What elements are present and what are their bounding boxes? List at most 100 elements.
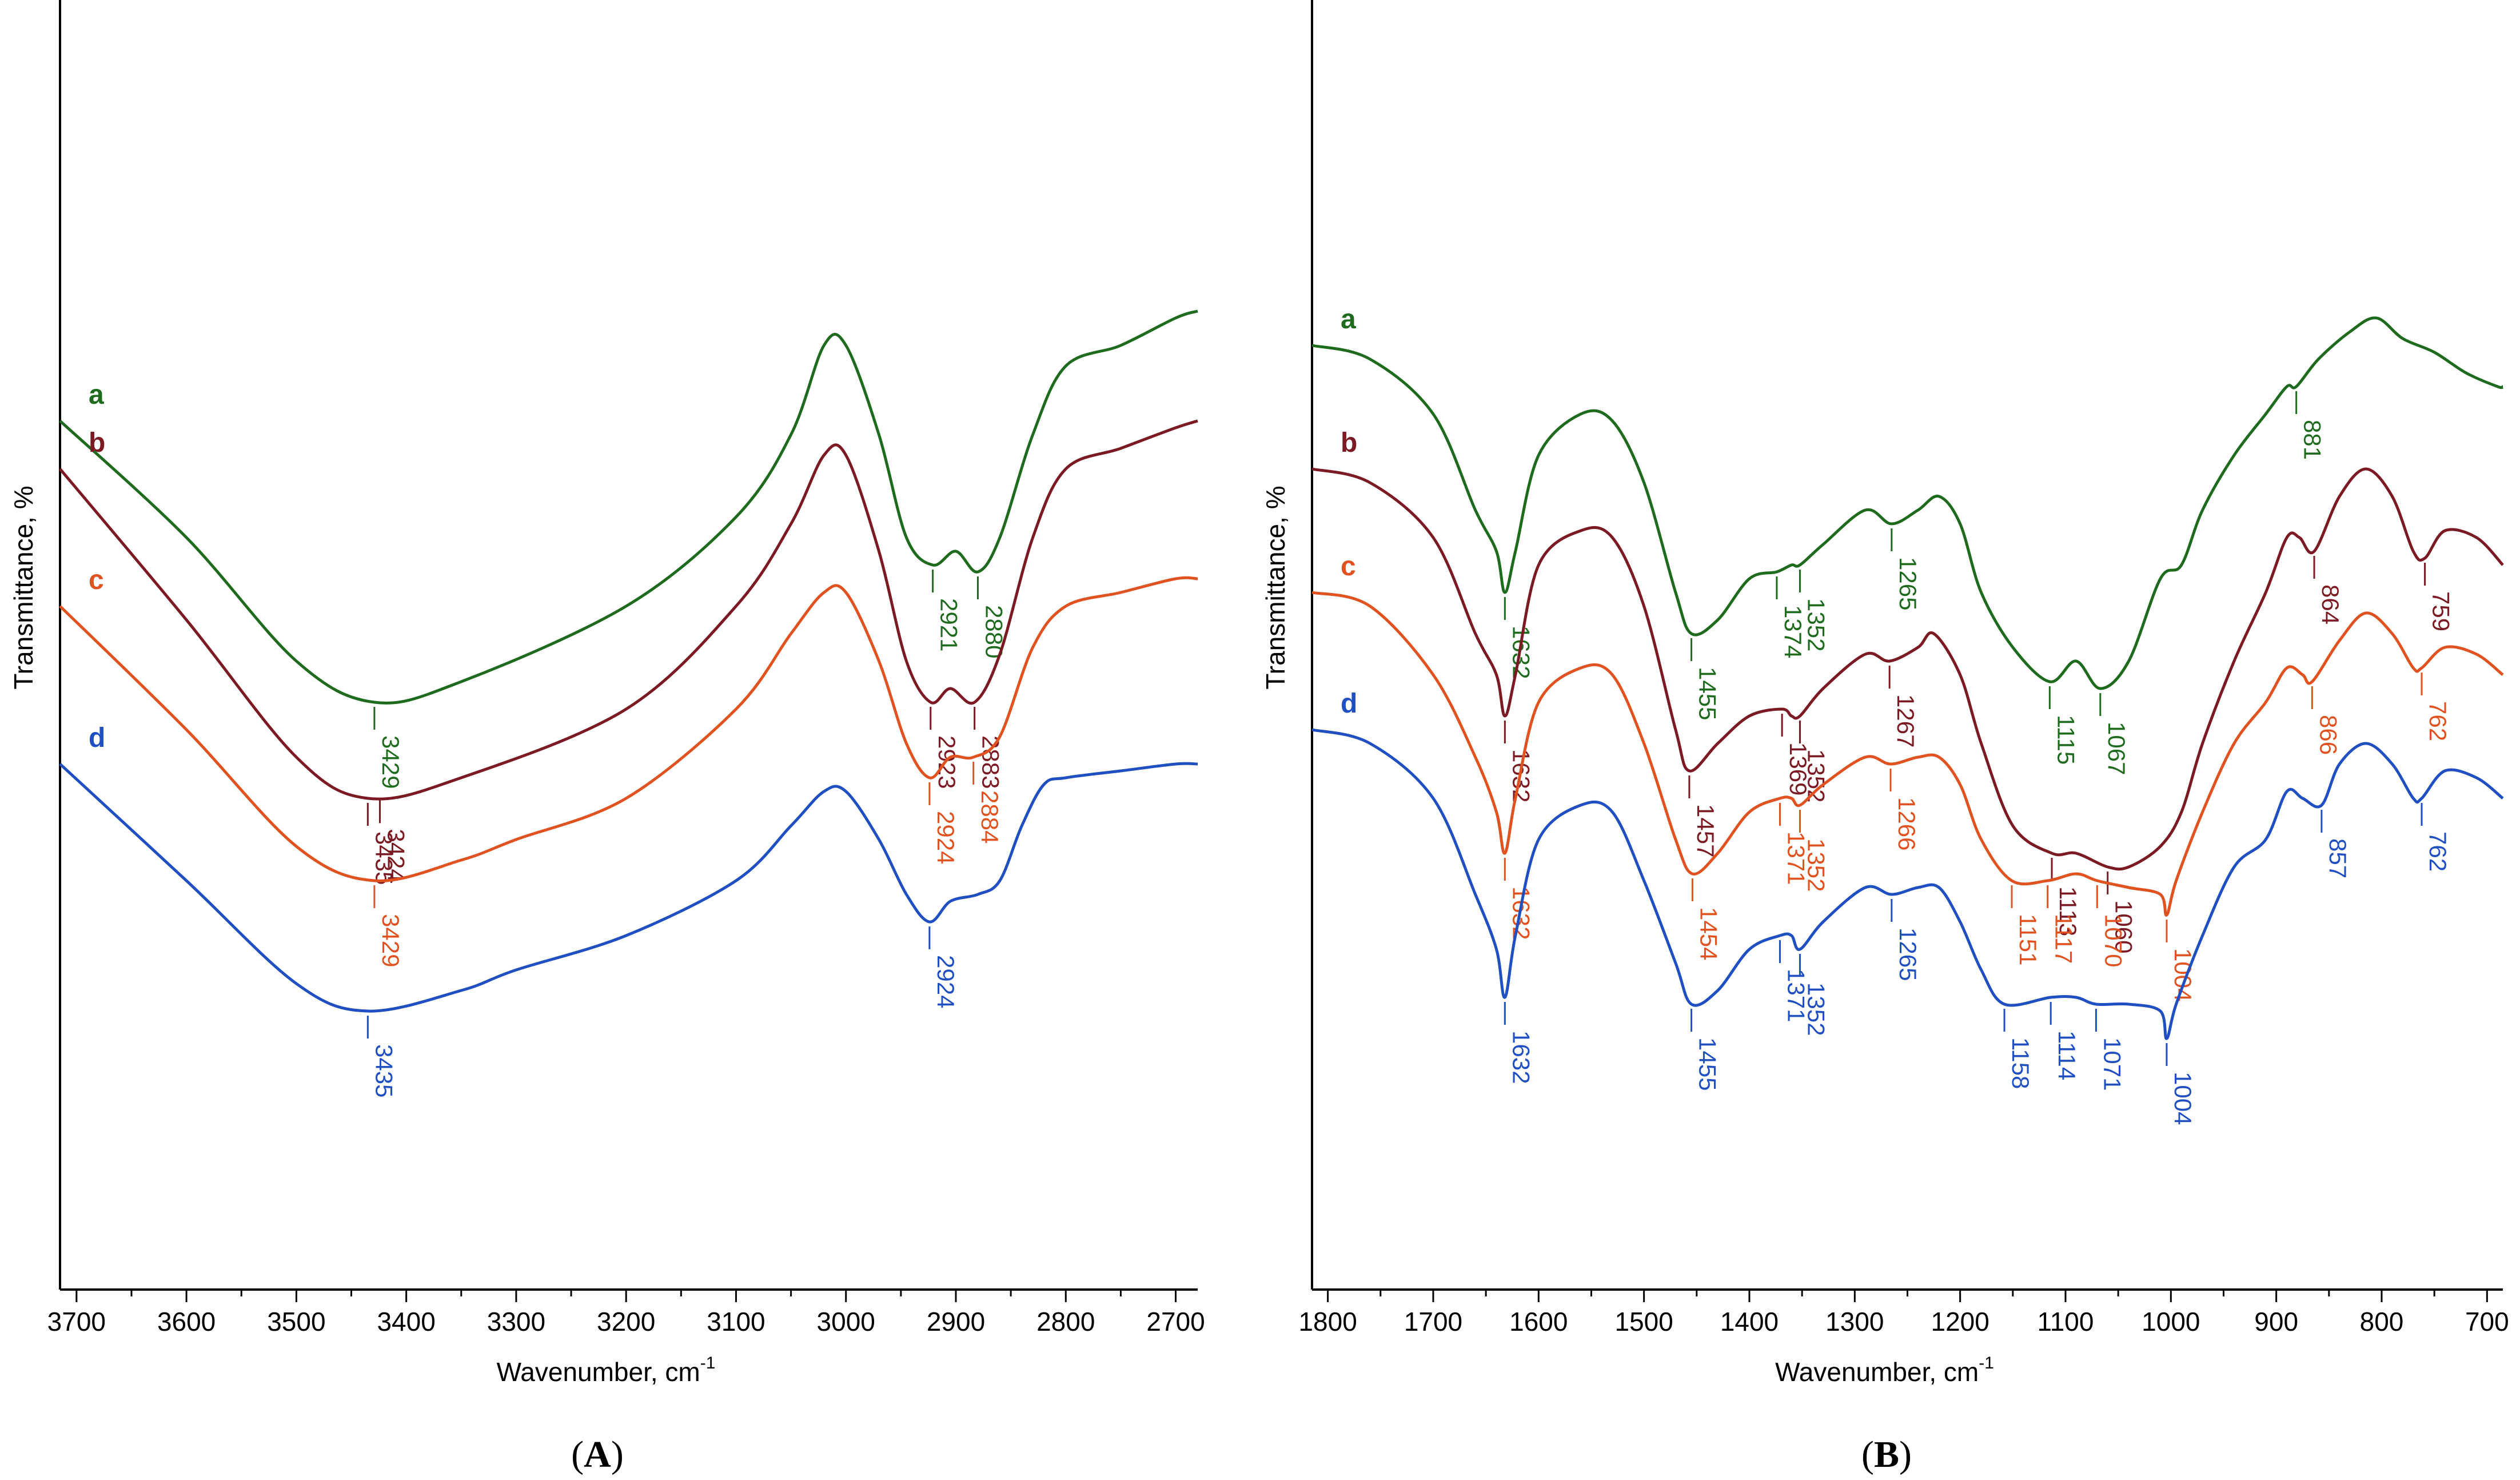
peak-label: 864	[2317, 584, 2344, 624]
series-label-c: c	[1341, 551, 1356, 582]
peak-label: 1117	[2051, 914, 2078, 964]
peak-label: 2880	[980, 605, 1007, 658]
x-tick-label: 3500	[267, 1307, 325, 1336]
x-tick-label: 3200	[597, 1307, 655, 1336]
x-axis-title-superscript: -1	[700, 1354, 716, 1372]
peak-label: 1071	[2099, 1037, 2126, 1091]
series-line-a	[1311, 316, 2505, 690]
x-tick-label: 1300	[1825, 1307, 1884, 1336]
panel-label-close: )	[1899, 1434, 1912, 1475]
panel-label-open: (	[571, 1434, 584, 1475]
series-line-c	[59, 576, 1198, 882]
x-tick-label: 1600	[1509, 1307, 1568, 1336]
x-tick-label: 2700	[1146, 1307, 1205, 1336]
peak-label: 1004	[2170, 948, 2196, 1001]
y-axis-title: Transmittance, %	[1261, 486, 1290, 689]
peak-label: 762	[2425, 831, 2451, 872]
peak-label: 1115	[2052, 715, 2079, 765]
series-line-b	[59, 419, 1198, 801]
series-label-b: b	[89, 428, 105, 458]
x-tick-label: 700	[2465, 1307, 2509, 1336]
x-tick-label: 3000	[817, 1307, 875, 1336]
x-tick-label: 2800	[1036, 1307, 1095, 1336]
series-c: c 3429 2924 2884	[59, 565, 1198, 967]
x-tick-label: 3400	[377, 1307, 435, 1336]
peak-label: 2924	[932, 811, 959, 864]
peak-label: 1454	[1695, 907, 1722, 960]
panel-label-letter: B	[1874, 1434, 1899, 1475]
series-line-c	[1311, 591, 2504, 917]
peak-label: 1352	[1803, 982, 1829, 1036]
peak-label: 1151	[2015, 914, 2041, 965]
x-tick-label: 1500	[1614, 1307, 1673, 1336]
peak-label: 1060	[2111, 900, 2138, 953]
peak-label: 1455	[1694, 667, 1721, 720]
x-axis-title: Wavenumber, cm-1	[497, 1354, 716, 1387]
peak-label: 3429	[377, 914, 404, 967]
peak-label: 1371	[1783, 831, 1809, 885]
peak-label: 759	[2428, 591, 2455, 631]
x-tick-label: 1000	[2142, 1307, 2200, 1336]
series-label-d: d	[89, 723, 105, 753]
peak-label: 2883	[978, 735, 1004, 789]
panel-label: (A)	[571, 1434, 624, 1475]
series-label-b: b	[1341, 428, 1357, 458]
panel-label: (B)	[1861, 1434, 1912, 1475]
series-label-a: a	[1341, 304, 1356, 335]
peak-label: 881	[2299, 420, 2326, 460]
peak-label: 866	[2315, 715, 2342, 755]
x-tick-label: 3100	[707, 1307, 765, 1336]
peak-label: 1632	[1508, 1031, 1534, 1084]
peak-label: 1352	[1803, 598, 1829, 651]
peak-label: 1374	[1780, 605, 1807, 658]
series-line-d	[59, 762, 1198, 1013]
series-a: a 3429 2921 2880	[59, 309, 1198, 789]
peak-label: 1369	[1785, 742, 1812, 795]
peak-label: 3435	[370, 1044, 397, 1097]
peak-label: 1265	[1895, 557, 1921, 610]
peak-label: 1371	[1783, 969, 1809, 1022]
series-label-c: c	[89, 565, 104, 595]
series-d: d 3435 2924	[59, 723, 1198, 1097]
x-axis-title-superscript: -1	[1979, 1354, 1994, 1372]
series-line-a	[59, 309, 1198, 705]
series-label-a: a	[89, 380, 104, 410]
peak-label: 1352	[1803, 838, 1829, 892]
y-axis-title: Transmittance, %	[9, 486, 38, 689]
panel-label-close: )	[611, 1434, 624, 1475]
peak-label: 2884	[976, 790, 1003, 844]
peak-label: 857	[2324, 838, 2351, 878]
panel-a-chart: 3700 3600 3500 3400 3300 3200 3100 3000 2900 2800…	[9, 0, 1205, 1475]
peak-label: 1265	[1895, 928, 1921, 981]
peak-label: 1455	[1694, 1037, 1721, 1091]
x-tick-label: 1100	[2037, 1307, 2094, 1336]
x-tick-label: 3700	[47, 1307, 106, 1336]
x-tick-label: 900	[2254, 1307, 2298, 1336]
series-label-d: d	[1341, 689, 1357, 719]
peak-label: 762	[2425, 701, 2451, 741]
peak-label: 1266	[1893, 797, 1920, 850]
x-tick-label: 1400	[1720, 1307, 1779, 1336]
peak-label: 1457	[1692, 804, 1719, 857]
peak-label: 1004	[2170, 1072, 2196, 1125]
peak-label: 1267	[1892, 694, 1919, 747]
peak-label: 3424	[383, 829, 410, 882]
peak-label: 2921	[936, 598, 963, 651]
x-tick-label: 1700	[1404, 1307, 1462, 1336]
peak-label: 3435	[370, 831, 397, 885]
peak-label: 1158	[2007, 1037, 2034, 1089]
peak-label: 1067	[2103, 722, 2130, 775]
series-line-d	[1311, 728, 2504, 1040]
x-tick-label: 3300	[487, 1307, 545, 1336]
x-tick-label: 800	[2360, 1307, 2404, 1336]
panel-b-chart: 1800 1700 1600 1500 1400 1300 1200 1100 1000 900 8…	[1261, 0, 2509, 1475]
x-axis-title: Wavenumber, cm-1	[1775, 1354, 1994, 1387]
peak-label: 1114	[2054, 1031, 2080, 1080]
peak-label: 1113	[2055, 886, 2082, 936]
